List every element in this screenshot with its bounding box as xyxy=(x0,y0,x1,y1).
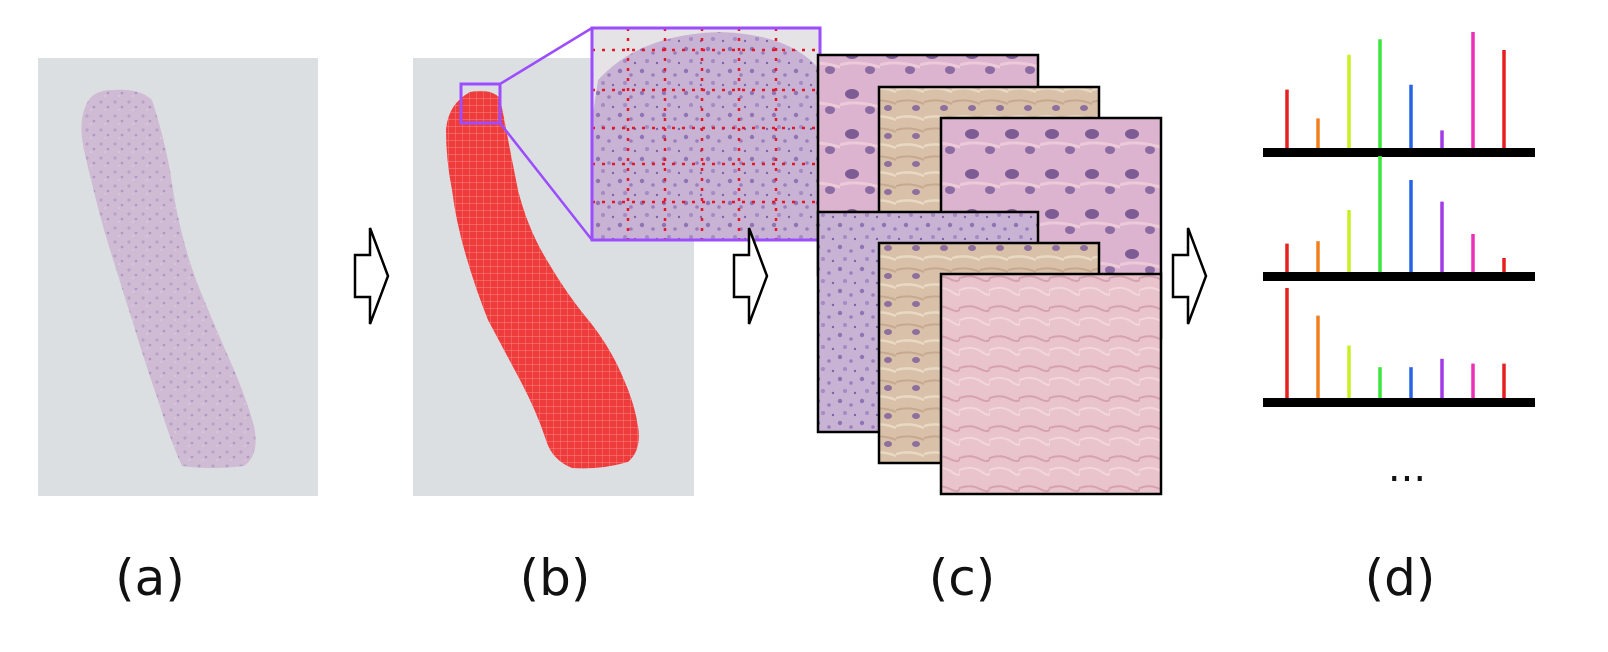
histogram xyxy=(1263,156,1535,281)
tissue-mask xyxy=(446,90,639,469)
arrow-right-icon xyxy=(353,227,390,325)
panel-label-d: (d) xyxy=(1364,549,1436,607)
histogram xyxy=(1263,32,1535,157)
panel-c xyxy=(816,53,1163,496)
arrow-right-icon xyxy=(732,227,769,325)
inset-connector-bottom xyxy=(499,122,593,241)
histogram-axis xyxy=(1263,398,1535,407)
arrow-right-icon xyxy=(1171,227,1208,325)
histogram xyxy=(1263,288,1535,407)
histogram-axis xyxy=(1263,148,1535,157)
tissue-a xyxy=(81,89,256,468)
panel-label-a: (a) xyxy=(115,549,185,607)
panel-b xyxy=(413,26,822,496)
panel-d xyxy=(1263,32,1535,407)
tile xyxy=(939,272,1163,496)
inset-source-box xyxy=(459,82,502,125)
histogram-axis xyxy=(1263,272,1535,281)
panel-a xyxy=(38,58,318,496)
zoomed-inset xyxy=(590,26,822,242)
ellipsis: ... xyxy=(1387,445,1427,491)
inset-connector-top xyxy=(499,26,593,86)
panel-label-b: (b) xyxy=(519,549,591,607)
panel-label-c: (c) xyxy=(928,549,996,607)
